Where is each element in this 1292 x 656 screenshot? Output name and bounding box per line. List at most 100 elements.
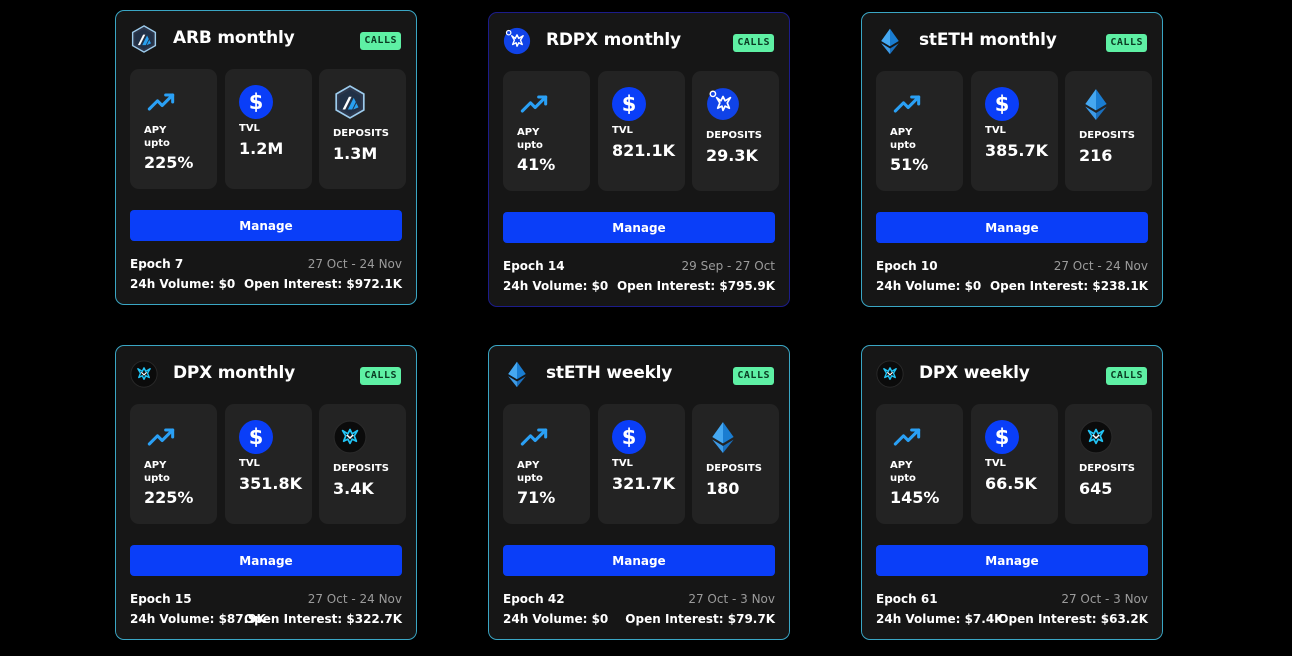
dpx-icon — [1079, 420, 1113, 454]
steth-icon — [876, 27, 904, 55]
epoch-label: Epoch 61 — [876, 592, 938, 606]
trending-up-icon — [517, 87, 551, 121]
volume-24h: 24h Volume: $7.4K — [876, 612, 1004, 626]
epoch-label: Epoch 15 — [130, 592, 192, 606]
epoch-dates: 27 Oct - 3 Nov — [1061, 592, 1148, 606]
epoch-dates: 27 Oct - 3 Nov — [688, 592, 775, 606]
epoch-dates: 29 Sep - 27 Oct — [681, 259, 776, 273]
epoch-label: Epoch 10 — [876, 259, 938, 273]
card-header: RDPX monthly CALLS — [503, 25, 775, 59]
upto-label: upto — [890, 140, 916, 151]
tvl-value: 321.7K — [612, 474, 676, 493]
calls-badge: CALLS — [360, 32, 401, 50]
upto-label: upto — [890, 473, 916, 484]
deposits-label: DEPOSITS — [1079, 463, 1135, 474]
tvl-label: TVL — [612, 125, 633, 136]
vault-card-dpx-monthly: DPX monthly CALLS APY upto 225% $ TVL 351… — [115, 345, 417, 640]
apy-label: APY — [517, 460, 540, 471]
open-interest: Open Interest: $63.2K — [998, 612, 1148, 626]
tvl-value: 351.8K — [239, 474, 303, 493]
arb-icon — [130, 25, 158, 53]
tvl-value: 1.2M — [239, 139, 284, 158]
card-header: ARB monthly CALLS — [130, 23, 402, 57]
card-title: stETH monthly — [919, 30, 1057, 50]
epoch-dates: 27 Oct - 24 Nov — [1053, 259, 1148, 273]
tvl-label: TVL — [985, 125, 1006, 136]
deposits-tile: DEPOSITS 1.3M — [319, 69, 406, 189]
calls-badge: CALLS — [733, 34, 774, 52]
apy-label: APY — [890, 460, 913, 471]
open-interest: Open Interest: $795.9K — [616, 279, 775, 293]
calls-badge: CALLS — [1106, 34, 1147, 52]
manage-button[interactable]: Manage — [130, 210, 402, 241]
deposits-label: DEPOSITS — [1079, 130, 1135, 141]
tvl-label: TVL — [239, 458, 260, 469]
volume-24h: 24h Volume: $0 — [876, 279, 982, 293]
card-header: DPX monthly CALLS — [130, 358, 402, 392]
apy-value: 71% — [517, 488, 556, 507]
tvl-tile: $ TVL 1.2M — [225, 69, 312, 189]
tvl-label: TVL — [239, 123, 260, 134]
card-header: stETH weekly CALLS — [503, 358, 775, 392]
tvl-value: 385.7K — [985, 141, 1049, 160]
tvl-label: TVL — [612, 458, 633, 469]
manage-button[interactable]: Manage — [503, 212, 775, 243]
apy-tile: APY upto 225% — [130, 404, 217, 524]
tvl-tile: $ TVL 321.7K — [598, 404, 685, 524]
apy-tile: APY upto 71% — [503, 404, 590, 524]
deposits-value: 180 — [706, 479, 740, 498]
apy-value: 225% — [144, 153, 194, 172]
trending-up-icon — [517, 420, 551, 454]
arb-icon — [333, 85, 367, 119]
volume-24h: 24h Volume: $0 — [503, 279, 609, 293]
card-title: DPX monthly — [173, 363, 296, 383]
steth-icon — [503, 360, 531, 388]
steth-icon — [1079, 87, 1113, 121]
rdpx-icon — [706, 87, 740, 121]
deposits-value: 3.4K — [333, 479, 374, 498]
manage-button[interactable]: Manage — [130, 545, 402, 576]
upto-label: upto — [144, 138, 170, 149]
vault-card-rdpx-monthly: RDPX monthly CALLS APY upto 41% $ TVL 821… — [488, 12, 790, 307]
apy-tile: APY upto 145% — [876, 404, 963, 524]
apy-label: APY — [144, 460, 167, 471]
manage-button[interactable]: Manage — [876, 545, 1148, 576]
open-interest: Open Interest: $322.7K — [243, 612, 402, 626]
deposits-value: 645 — [1079, 479, 1113, 498]
volume-24h: 24h Volume: $0 — [130, 277, 236, 291]
upto-label: upto — [144, 473, 170, 484]
steth-icon — [706, 420, 740, 454]
tvl-value: 821.1K — [612, 141, 676, 160]
deposits-label: DEPOSITS — [333, 463, 389, 474]
apy-label: APY — [517, 127, 540, 138]
card-title: RDPX monthly — [546, 30, 681, 50]
deposits-tile: DEPOSITS 3.4K — [319, 404, 406, 524]
volume-24h: 24h Volume: $87.9K — [130, 612, 266, 626]
volume-24h: 24h Volume: $0 — [503, 612, 609, 626]
deposits-value: 216 — [1079, 146, 1113, 165]
apy-value: 41% — [517, 155, 556, 174]
apy-label: APY — [890, 127, 913, 138]
card-title: DPX weekly — [919, 363, 1030, 383]
manage-button[interactable]: Manage — [876, 212, 1148, 243]
rdpx-icon — [503, 27, 531, 55]
apy-tile: APY upto 225% — [130, 69, 217, 189]
open-interest: Open Interest: $972.1K — [243, 277, 402, 291]
epoch-label: Epoch 14 — [503, 259, 565, 273]
calls-badge: CALLS — [733, 367, 774, 385]
epoch-label: Epoch 7 — [130, 257, 184, 271]
vault-card-steth-weekly: stETH weekly CALLS APY upto 71% $ TVL 321… — [488, 345, 790, 640]
tvl-label: TVL — [985, 458, 1006, 469]
tvl-value: 66.5K — [985, 474, 1037, 493]
dpx-icon — [333, 420, 367, 454]
trending-up-icon — [144, 420, 178, 454]
dollar-icon: $ — [985, 420, 1019, 454]
calls-badge: CALLS — [360, 367, 401, 385]
dollar-icon: $ — [985, 87, 1019, 121]
tvl-tile: $ TVL 821.1K — [598, 71, 685, 191]
card-header: stETH monthly CALLS — [876, 25, 1148, 59]
deposits-tile: DEPOSITS 216 — [1065, 71, 1152, 191]
dollar-icon: $ — [239, 85, 273, 119]
apy-tile: APY upto 51% — [876, 71, 963, 191]
manage-button[interactable]: Manage — [503, 545, 775, 576]
